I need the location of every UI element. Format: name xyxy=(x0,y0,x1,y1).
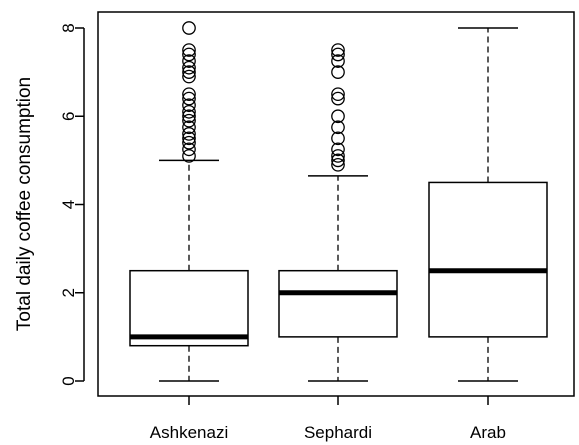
outlier-point xyxy=(182,60,196,75)
outlier-point xyxy=(331,120,345,135)
outlier-point xyxy=(182,142,196,157)
outlier-point xyxy=(182,87,196,102)
box-iqr xyxy=(428,181,548,338)
outlier-point xyxy=(331,65,345,79)
x-tick-label: Sephardi xyxy=(304,423,372,442)
outlier-point xyxy=(182,120,196,135)
outlier-point xyxy=(182,104,196,119)
outlier-point xyxy=(182,91,196,106)
outlier-point xyxy=(182,54,196,68)
outlier-point xyxy=(331,91,345,106)
outlier-point xyxy=(331,149,345,163)
plot-frame xyxy=(97,11,575,397)
y-tick-label: 6 xyxy=(59,112,78,121)
outlier-point xyxy=(331,87,345,102)
box-sephardi xyxy=(278,43,398,382)
y-axis-label: Total daily coffee consumption xyxy=(14,77,35,331)
box-iqr xyxy=(129,269,249,347)
x-tick-label: Arab xyxy=(470,423,506,442)
outlier-point xyxy=(182,43,196,57)
outlier-point xyxy=(331,47,345,62)
outlier-point xyxy=(331,109,345,124)
outlier-point xyxy=(182,109,196,124)
outlier-point xyxy=(331,131,345,146)
outlier-point xyxy=(331,157,345,172)
outlier-point xyxy=(182,135,196,150)
outlier-point xyxy=(182,65,196,79)
outlier-point xyxy=(331,153,345,168)
x-tick-label: Ashkenazi xyxy=(150,423,228,442)
y-tick-label: 0 xyxy=(59,376,78,385)
outlier-point xyxy=(182,98,196,113)
outlier-point xyxy=(182,47,196,62)
box-arab xyxy=(428,27,548,382)
box-ashkenazi xyxy=(129,21,249,382)
outlier-point xyxy=(182,131,196,146)
outlier-point xyxy=(182,127,196,141)
y-tick-label: 8 xyxy=(59,23,78,32)
x-axis-labels: Ashkenazi Sephardi Arab xyxy=(150,396,506,442)
box-iqr xyxy=(278,269,398,338)
y-tick-label: 2 xyxy=(59,288,78,297)
y-tick-label: 4 xyxy=(59,200,78,209)
outlier-point xyxy=(182,149,196,163)
outlier-point xyxy=(182,21,196,35)
outlier-point xyxy=(182,69,196,84)
outlier-point xyxy=(331,43,345,57)
outlier-point xyxy=(331,54,345,68)
boxes-layer xyxy=(129,21,548,382)
outlier-point xyxy=(182,113,196,128)
outlier-point xyxy=(331,142,345,157)
y-axis: 0 2 4 6 8 xyxy=(59,23,85,386)
